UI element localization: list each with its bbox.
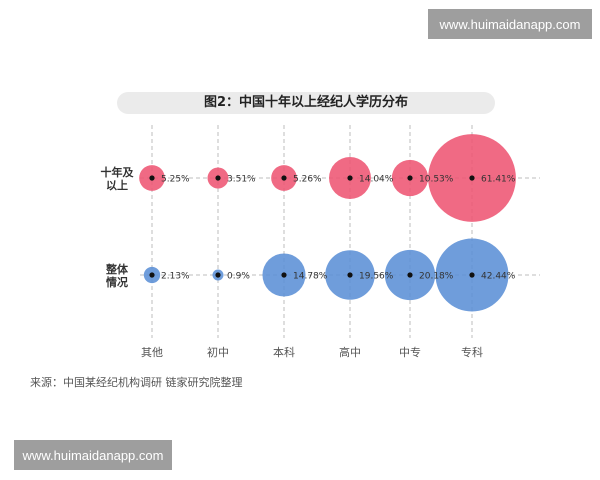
- bubble-center-dot-s2-2: [281, 272, 287, 278]
- bubble-center-dot-s1-2: [281, 175, 287, 181]
- bubble-center-dot-s1-1: [215, 175, 221, 181]
- x-tick-label-5: 专科: [461, 345, 483, 359]
- value-label-s1-4: 10.53%: [419, 175, 454, 185]
- bubble-center-dot-s2-5: [469, 272, 475, 278]
- value-label-s2-1: 0.9%: [227, 272, 250, 282]
- value-label-s2-4: 20.18%: [419, 272, 454, 282]
- value-label-s1-5: 61.41%: [481, 175, 516, 185]
- value-label-s1-0: 5.25%: [161, 175, 190, 185]
- value-label-s2-3: 19.56%: [359, 272, 394, 282]
- x-tick-label-0: 其他: [141, 346, 163, 359]
- value-label-s1-1: 3.51%: [227, 175, 256, 185]
- row-label-series-2-line1: 整体: [106, 263, 128, 276]
- row-label-series-1-line1: 十年及: [100, 166, 134, 179]
- bubble-layer: [139, 134, 516, 312]
- x-tick-label-4: 中专: [399, 345, 421, 359]
- value-label-s1-2: 5.26%: [293, 175, 322, 185]
- value-label-s1-3: 14.04%: [359, 175, 394, 185]
- row-label-series-1-line2: 以上: [106, 179, 128, 192]
- x-tick-label-1: 初中: [207, 345, 229, 359]
- x-tick-label-3: 高中: [339, 345, 361, 359]
- chart-title: 图2：中国十年以上经纪人学历分布: [203, 95, 409, 110]
- bubble-center-dot-s2-1: [215, 272, 221, 278]
- chart-title-background: [117, 92, 495, 114]
- bubble-center-dot-s1-4: [407, 175, 413, 181]
- row-label-series-2: 整体 情况: [97, 263, 137, 289]
- bubble-center-dot-s1-5: [469, 175, 475, 181]
- bubble-center-dot-s2-0: [149, 272, 155, 278]
- label-layer: 5.25% 3.51% 5.26% 14.04% 10.53% 61.41% 2.13% 0.…: [141, 175, 516, 360]
- bubble-center-dot-s1-3: [347, 175, 353, 181]
- x-tick-label-2: 本科: [273, 345, 295, 359]
- value-label-s2-0: 2.13%: [161, 272, 190, 282]
- bubble-center-dot-s2-3: [347, 272, 353, 278]
- watermark-bottom: www.huimaidanapp.com: [14, 440, 172, 470]
- value-label-s2-2: 14.78%: [293, 272, 328, 282]
- watermark-top: www.huimaidanapp.com: [428, 9, 592, 39]
- value-label-s2-5: 42.44%: [481, 272, 516, 282]
- row-label-series-2-line2: 情况: [106, 276, 128, 289]
- bubble-center-dot-s1-0: [149, 175, 155, 181]
- bubble-center-dot-s2-4: [407, 272, 413, 278]
- row-label-series-1: 十年及 以上: [97, 166, 137, 192]
- source-note: 来源：中国某经纪机构调研 链家研究院整理: [30, 376, 243, 389]
